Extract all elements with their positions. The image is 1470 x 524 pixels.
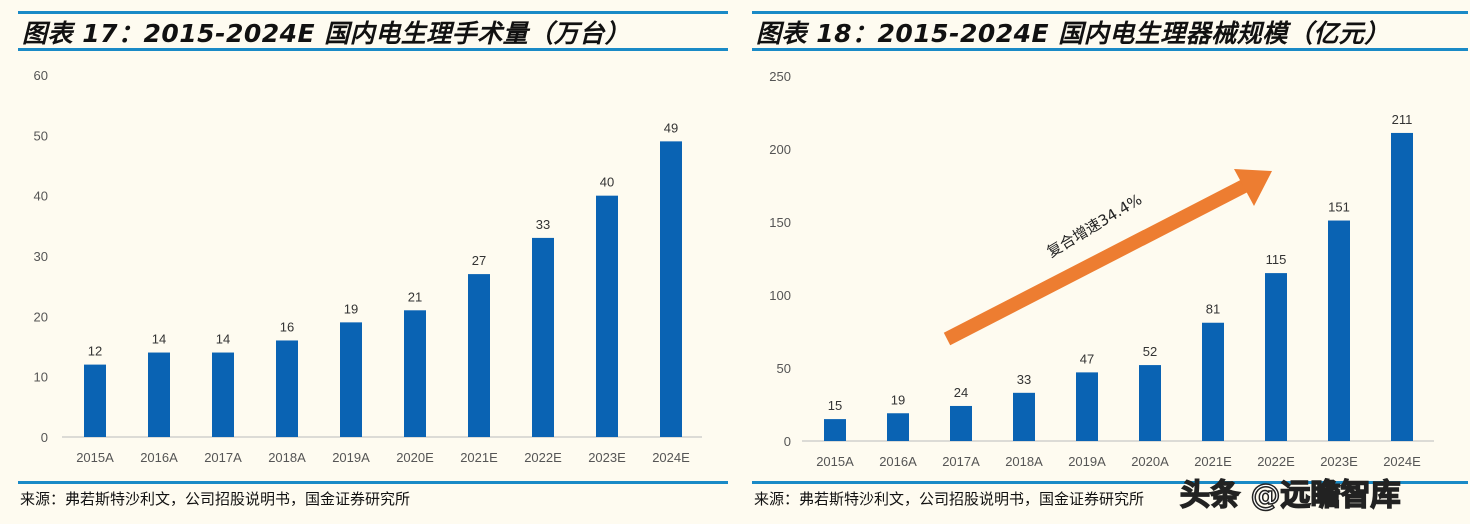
bottom-rule	[752, 481, 1468, 484]
title-rule	[18, 48, 728, 51]
bar	[950, 405, 972, 441]
data-label: 19	[344, 301, 358, 316]
y-tick-label: 0	[784, 434, 791, 449]
data-label: 19	[891, 392, 905, 407]
x-tick-label: 2018A	[268, 450, 306, 465]
y-tick-label: 0	[41, 430, 48, 445]
chart-title: 图表 18：2015-2024E 国内电生理器械规模（亿元）	[756, 19, 1390, 48]
y-tick-label: 200	[769, 142, 791, 157]
x-tick-label: 2019A	[1068, 454, 1106, 469]
y-tick-label: 100	[769, 288, 791, 303]
watermark: 头条 @远瞻智库	[1179, 477, 1401, 514]
left-panel: 图表 17：2015-2024E 国内电生理手术量（万台） 来源：弗若斯特沙利文…	[18, 0, 728, 524]
x-tick-label: 2015A	[76, 450, 114, 465]
y-tick-label: 50	[777, 361, 791, 376]
x-tick-label: 2017A	[204, 450, 242, 465]
right-panel: 图表 18：2015-2024E 国内电生理器械规模（亿元） 来源：弗若斯特沙利…	[752, 0, 1468, 524]
data-label: 81	[1206, 302, 1220, 317]
y-tick-label: 30	[34, 249, 48, 264]
data-label: 211	[1392, 112, 1413, 127]
bar	[1076, 372, 1098, 441]
x-tick-label: 2016A	[140, 450, 178, 465]
data-label: 21	[408, 289, 422, 304]
data-label: 49	[664, 120, 678, 135]
x-tick-label: 2023E	[1320, 454, 1358, 469]
top-rule	[18, 11, 728, 14]
x-tick-label: 2021E	[1194, 454, 1232, 469]
growth-arrow-shaft	[943, 177, 1252, 346]
x-tick-label: 2022E	[524, 450, 562, 465]
data-label: 12	[88, 344, 102, 359]
bar	[1139, 365, 1161, 441]
y-tick-label: 20	[34, 309, 48, 324]
y-tick-label: 250	[769, 69, 791, 84]
title-rule	[752, 48, 1468, 51]
bar	[1265, 273, 1287, 441]
data-label: 14	[216, 332, 230, 347]
bar	[468, 274, 490, 437]
bar	[660, 141, 682, 437]
data-label: 16	[280, 319, 294, 334]
bar	[1202, 322, 1224, 441]
x-tick-label: 2024E	[1383, 454, 1421, 469]
x-tick-label: 2019A	[332, 450, 370, 465]
bottom-rule	[18, 481, 728, 484]
data-label: 47	[1080, 351, 1094, 366]
data-label: 14	[152, 332, 166, 347]
bar	[887, 413, 909, 441]
y-tick-label: 150	[769, 215, 791, 230]
bar	[340, 322, 362, 437]
growth-arrow-head	[1234, 169, 1272, 206]
bar	[84, 364, 106, 437]
bar	[1328, 220, 1350, 441]
x-tick-label: 2023E	[588, 450, 626, 465]
bar	[824, 419, 846, 441]
bar	[148, 352, 170, 437]
data-label: 115	[1266, 252, 1287, 267]
bar	[276, 340, 298, 437]
x-tick-label: 2020A	[1131, 454, 1169, 469]
x-tick-label: 2017A	[942, 454, 980, 469]
y-tick-label: 50	[34, 128, 48, 143]
data-label: 33	[536, 217, 550, 232]
data-label: 15	[828, 398, 842, 413]
y-tick-label: 60	[34, 68, 48, 83]
data-label: 52	[1143, 344, 1157, 359]
bar	[212, 352, 234, 437]
x-tick-label: 2022E	[1257, 454, 1295, 469]
source-note: 来源：弗若斯特沙利文，公司招股说明书，国金证券研究所	[20, 490, 411, 508]
x-tick-label: 2016A	[879, 454, 917, 469]
bar	[1391, 132, 1413, 441]
data-label: 33	[1017, 372, 1031, 387]
data-label: 27	[472, 253, 486, 268]
bar	[532, 237, 554, 437]
x-tick-label: 2015A	[816, 454, 854, 469]
chart-title: 图表 17：2015-2024E 国内电生理手术量（万台）	[22, 19, 631, 48]
data-label: 40	[600, 175, 614, 190]
x-tick-label: 2018A	[1005, 454, 1043, 469]
data-label: 24	[954, 385, 968, 400]
x-tick-label: 2020E	[396, 450, 434, 465]
y-tick-label: 10	[34, 370, 48, 385]
y-tick-label: 40	[34, 189, 48, 204]
bar	[596, 195, 618, 437]
top-rule	[752, 11, 1468, 14]
bar	[404, 310, 426, 437]
bar	[1013, 392, 1035, 441]
source-note: 来源：弗若斯特沙利文，公司招股说明书，国金证券研究所	[754, 490, 1145, 508]
x-tick-label: 2021E	[460, 450, 498, 465]
data-label: 151	[1328, 200, 1350, 215]
x-tick-label: 2024E	[652, 450, 690, 465]
